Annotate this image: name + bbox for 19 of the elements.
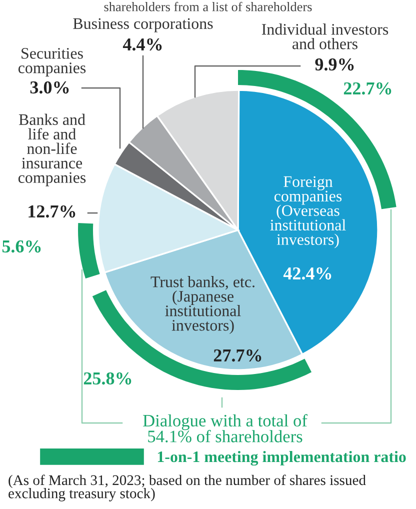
slice-label: Trust banks, etc. (Japanese institutional investors) [150,276,254,334]
data-label: 9.9% [315,58,354,71]
data-label: 12.7% [28,205,76,218]
slice-label: Banks and life and non-life insurance companies [18,114,86,186]
slice-label: 1-on-1 meeting implementation ratio [158,450,406,466]
data-label: 42.4% [283,267,332,280]
data-label: 25.8% [84,372,132,385]
data-label: 5.6% [2,240,41,253]
slice-label: Securities companies [18,48,86,76]
text: (As of March 31, 2023; based on the number of shares issued excluding treasury stock) [8,474,366,502]
slice-label: Business corporations [73,18,213,32]
data-label: 3.0% [30,81,69,94]
slice-label: Individual investors and others [262,24,388,50]
data-label: 27.7% [214,349,262,362]
data-label: 4.4% [122,38,162,51]
chart-title: shareholders from a list of shareholders [104,2,312,12]
text: Dialogue with a total of 54.1% of shareholders [143,414,308,442]
slice-label: Foreign companies (Overseas institutional investors) [270,176,346,248]
data-label: 22.7% [344,82,392,95]
